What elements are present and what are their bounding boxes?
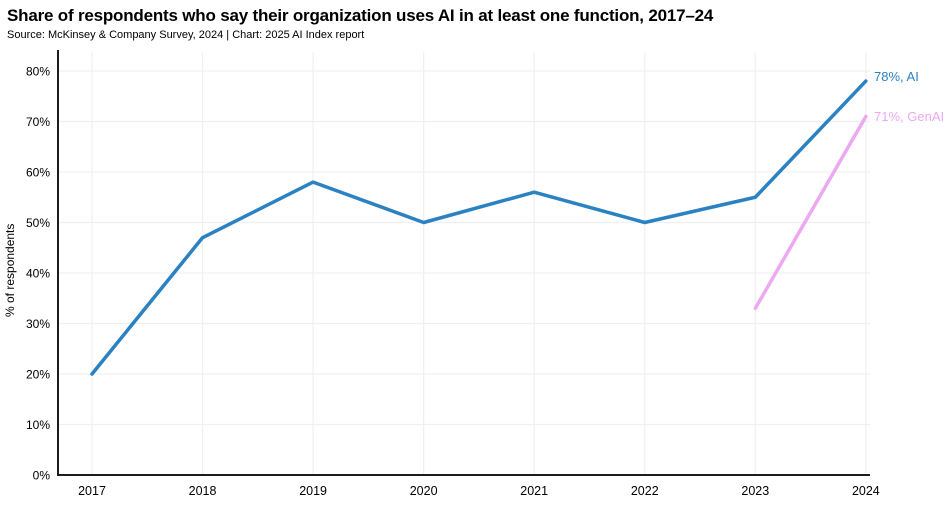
x-tick-label: 2019 xyxy=(299,484,327,498)
y-tick-label: 70% xyxy=(26,115,50,129)
y-tick-label: 30% xyxy=(26,317,50,331)
chart-header: Share of respondents who say their organ… xyxy=(7,5,943,42)
genai-series-end-label: 71%, GenAI xyxy=(874,109,945,124)
ai-series-line xyxy=(90,79,868,376)
y-tick-label: 40% xyxy=(26,267,50,281)
y-axis-title: % of respondents xyxy=(3,223,17,317)
x-tick-label: 2023 xyxy=(741,484,769,498)
x-tick-label: 2017 xyxy=(78,484,106,498)
y-tick-label: 60% xyxy=(26,166,50,180)
chart-source-caption: Source: McKinsey & Company Survey, 2024 … xyxy=(7,29,365,41)
x-tick-label: 2024 xyxy=(852,484,880,498)
x-tick-label: 2020 xyxy=(410,484,438,498)
genai-series-line xyxy=(753,114,868,311)
x-tick-label: 2022 xyxy=(631,484,659,498)
x-tick-label: 2021 xyxy=(520,484,548,498)
y-tick-label: 80% xyxy=(26,65,50,79)
ai-series-end-label: 78%, AI xyxy=(874,69,919,84)
y-tick-label: 50% xyxy=(26,216,50,230)
chart-svg: 0% 10% 20% 30% 40% 50% 60% 70% 80% 2017 2018 2019 20… xyxy=(26,50,880,498)
x-tick-label: 2018 xyxy=(189,484,217,498)
y-tick-label: 20% xyxy=(26,368,50,382)
y-tick-label: 10% xyxy=(26,418,50,432)
chart-title: Share of respondents who say their organ… xyxy=(7,6,714,25)
line-chart: 0% 10% 20% 30% 40% 50% 60% 70% 80% 2017 2018 2019 20… xyxy=(0,50,950,511)
y-tick-label: 0% xyxy=(33,469,51,483)
